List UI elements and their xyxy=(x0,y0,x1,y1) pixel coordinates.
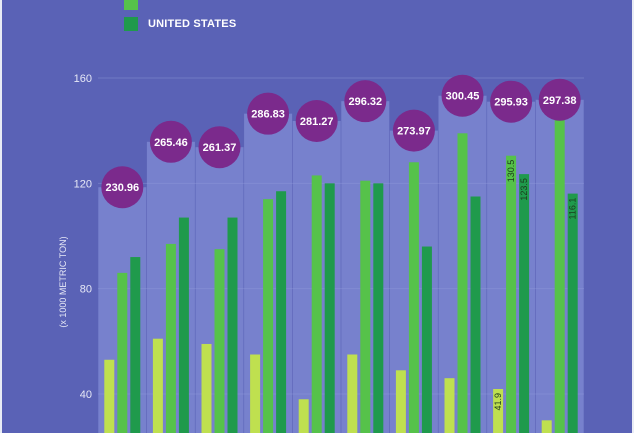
bar xyxy=(324,183,335,433)
bar-data-label: 130.5 xyxy=(506,160,516,183)
total-bubble xyxy=(295,99,338,142)
bar xyxy=(152,338,163,433)
bar xyxy=(457,133,468,433)
bar xyxy=(360,180,371,433)
y-tick-label: 80 xyxy=(80,284,92,296)
y-tick-label: 120 xyxy=(74,178,92,190)
bars xyxy=(104,92,578,433)
total-label: 265.46 xyxy=(154,137,188,149)
bar xyxy=(130,257,141,433)
bar xyxy=(227,217,238,433)
bar xyxy=(201,343,212,433)
bar xyxy=(263,199,274,433)
total-bubble xyxy=(101,166,144,209)
total-bubble xyxy=(198,126,241,169)
bar xyxy=(519,174,530,433)
total-bubble xyxy=(538,78,581,121)
total-bubble xyxy=(247,92,290,135)
total-bubble xyxy=(149,120,192,163)
total-bubble xyxy=(344,80,387,123)
legend-label-2: UNITED STATES xyxy=(148,18,237,30)
total-label: 286.83 xyxy=(251,109,285,121)
total-bubble xyxy=(392,109,435,152)
legend-swatch-1 xyxy=(124,0,138,10)
total-label: 230.96 xyxy=(105,182,139,194)
total-label: 295.93 xyxy=(494,97,528,109)
y-tick-label: 40 xyxy=(80,389,92,401)
bar-data-label: 123.5 xyxy=(519,178,529,201)
bar xyxy=(104,359,115,433)
bar-data-label: 41.9 xyxy=(493,393,503,411)
total-label: 297.38 xyxy=(543,95,577,107)
bar xyxy=(395,370,406,433)
bar xyxy=(408,162,419,433)
right-frame-line xyxy=(632,0,634,433)
bar xyxy=(298,399,309,433)
bar xyxy=(214,249,225,433)
bar xyxy=(567,193,578,433)
bar-data-label: 116.1 xyxy=(568,198,578,220)
legend-item-1 xyxy=(124,0,148,10)
total-label: 296.32 xyxy=(348,96,382,108)
total-bubble xyxy=(490,80,533,123)
bar xyxy=(250,354,261,433)
left-frame-line xyxy=(0,0,2,433)
total-label: 273.97 xyxy=(397,126,431,138)
bar xyxy=(311,175,322,433)
bar xyxy=(493,388,504,433)
bar xyxy=(470,196,481,433)
total-label: 261.37 xyxy=(203,142,237,154)
bar xyxy=(506,155,517,433)
bar xyxy=(444,378,455,433)
bar xyxy=(541,420,552,433)
y-axis: 40 80 120 160 xyxy=(74,73,92,401)
total-bubble xyxy=(441,74,484,117)
total-bubbles: 230.96 265.46 261.37 286.83 281.27 296.32 273.… xyxy=(101,74,581,209)
total-label: 300.45 xyxy=(446,91,480,103)
legend-item-2: UNITED STATES xyxy=(124,17,236,31)
y-tick-label: 160 xyxy=(74,73,92,85)
total-label: 281.27 xyxy=(300,116,334,128)
bar xyxy=(554,92,565,433)
bar xyxy=(178,217,189,433)
bar xyxy=(373,183,384,433)
bar xyxy=(165,243,176,433)
bar xyxy=(117,272,128,433)
y-axis-label: (x 1000 METRIC TON) xyxy=(58,236,68,327)
bar xyxy=(276,191,287,433)
legend-swatch-2 xyxy=(124,17,138,31)
bar xyxy=(347,354,358,433)
bar xyxy=(421,246,432,433)
